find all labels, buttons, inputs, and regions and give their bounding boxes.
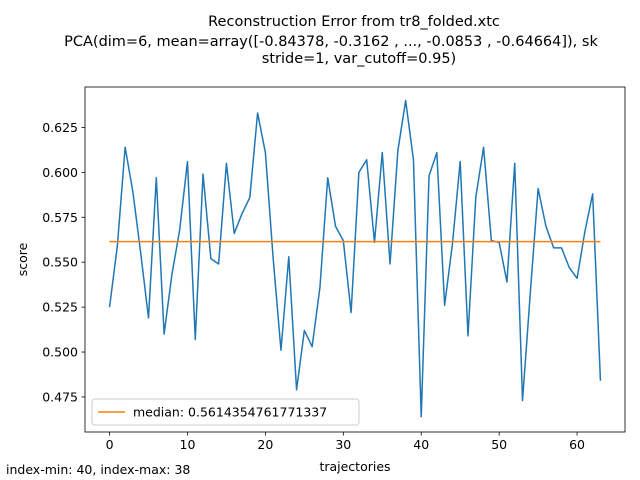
axes-frame [84,86,626,433]
x-tick-label: 30 [335,437,351,452]
x-tick-label: 60 [569,437,585,452]
y-tick-label: 0.475 [42,389,78,404]
x-axis: 0 10 20 30 40 50 60 [106,432,585,452]
x-tick-label: 10 [180,437,196,452]
legend-box [91,398,360,426]
y-axis: 0.475 0.500 0.525 0.550 0.575 0.600 0.625 [42,120,85,404]
series-group [108,99,602,418]
chart-title-line: PCA(dim=6, mean=array([-0.84378, -0.3162… [64,34,598,50]
index-footnote: index-min: 40, index-max: 38 [6,462,190,477]
y-axis-label: score [15,242,30,276]
y-tick-label: 0.600 [42,165,78,180]
legend: median: 0.5614354761771337 [91,398,360,426]
chart-title-line: Reconstruction Error from tr8_folded.xtc [208,14,500,30]
x-axis-label: trajectories [319,459,390,474]
y-tick-label: 0.625 [42,120,78,135]
x-tick-label: 0 [106,437,114,452]
y-tick-label: 0.575 [42,210,78,225]
y-tick-label: 0.500 [42,345,78,360]
x-tick-label: 40 [413,437,429,452]
legend-label: median: 0.5614354761771337 [133,405,327,420]
y-tick-label: 0.550 [42,255,78,270]
x-tick-label: 20 [257,437,273,452]
chart-title: Reconstruction Error from tr8_folded.xtc… [64,14,598,67]
chart-title-line: stride=1, var_cutoff=0.95) [262,51,456,67]
x-tick-label: 50 [491,437,507,452]
y-tick-label: 0.525 [42,300,78,315]
score-line [108,99,602,418]
